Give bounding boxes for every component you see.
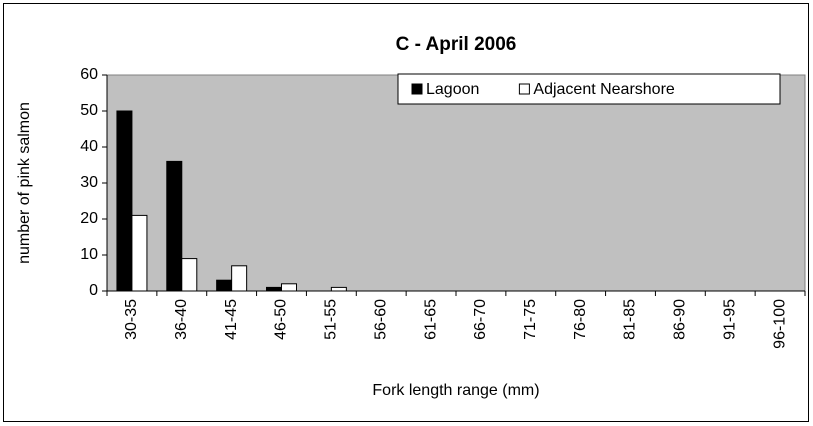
legend-label: Lagoon <box>426 81 479 98</box>
bar <box>330 286 347 292</box>
bar <box>131 214 148 292</box>
legend-marker <box>518 83 530 95</box>
y-tick-label: 40 <box>80 138 98 155</box>
x-tick-label: 56-60 <box>372 299 389 340</box>
plot-area <box>106 74 806 292</box>
y-axis-label: number of pink salmon <box>16 102 33 264</box>
x-tick-label: 66-70 <box>472 299 489 340</box>
x-tick-label: 91-95 <box>721 299 738 340</box>
x-tick-label: 41-45 <box>223 299 240 340</box>
x-tick-label: 81-85 <box>622 299 639 340</box>
bar <box>166 160 183 292</box>
x-tick-label: 61-65 <box>422 299 439 340</box>
x-tick-label: 36-40 <box>173 299 190 340</box>
legend-marker <box>411 83 423 95</box>
bar <box>216 279 233 292</box>
bar <box>281 283 297 292</box>
bar <box>266 286 282 292</box>
x-tick-label: 71-75 <box>522 299 539 340</box>
x-tick-label: 86-90 <box>672 299 689 340</box>
x-tick-label: 76-80 <box>572 299 589 340</box>
bar <box>231 265 248 292</box>
y-tick-label: 10 <box>80 246 98 263</box>
y-tick-label: 0 <box>89 282 98 299</box>
x-tick-label: 46-50 <box>273 299 290 340</box>
bar <box>181 258 198 292</box>
legend <box>397 73 781 105</box>
x-tick-label: 30-35 <box>123 299 140 340</box>
y-tick-label: 30 <box>80 174 98 191</box>
x-tick-label: 51-55 <box>323 299 340 340</box>
bar <box>116 110 133 292</box>
y-tick-label: 20 <box>80 210 98 227</box>
legend-label: Adjacent Nearshore <box>533 81 675 98</box>
x-axis-label: Fork length range (mm) <box>372 382 539 399</box>
y-tick-label: 60 <box>80 66 98 83</box>
y-tick-label: 50 <box>80 102 98 119</box>
x-tick-label: 96-100 <box>771 299 788 349</box>
chart-title: C - April 2006 <box>396 34 517 55</box>
